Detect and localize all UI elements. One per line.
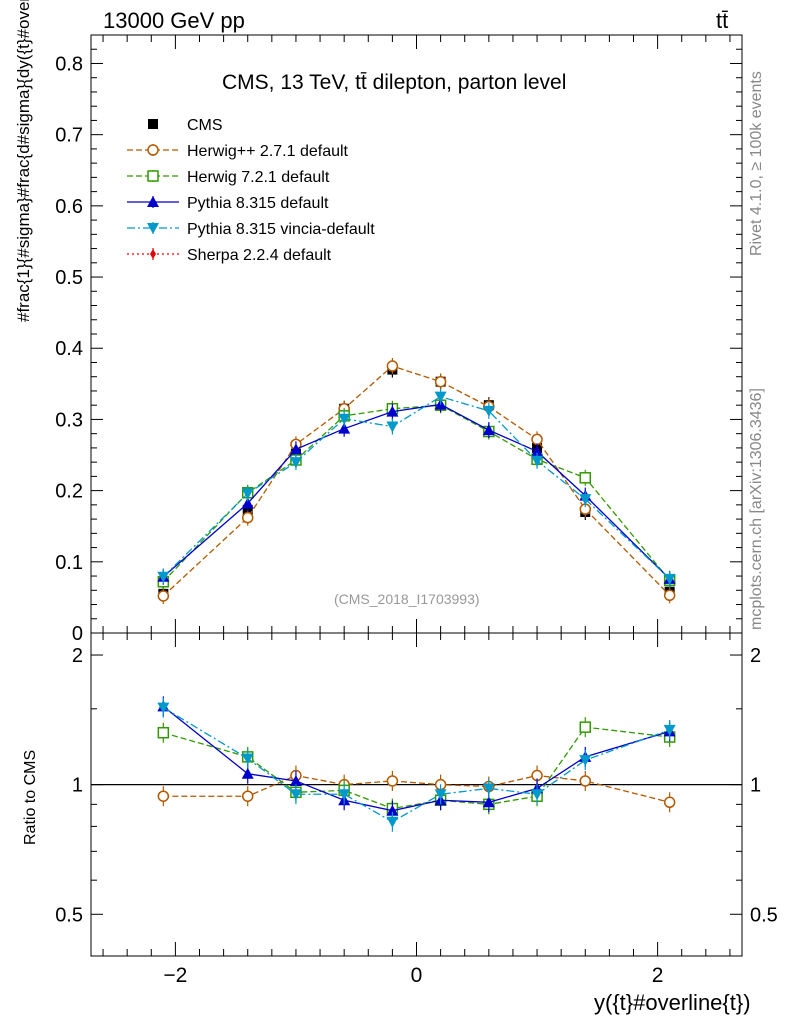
ratio-panel: 0.5 0.5 1 1 2 2 −2 0 2	[55, 632, 778, 987]
data-point-herwigpp	[663, 589, 676, 602]
ratio-line-vincia	[162, 707, 670, 823]
data-point-vincia	[663, 573, 676, 585]
ratio-point-pythia	[289, 774, 302, 786]
ratio-point-pythia	[386, 804, 399, 816]
legend-label-herwigpp: Herwig++ 2.7.1 default	[187, 143, 349, 160]
y-tick-label: 0.6	[55, 196, 83, 218]
ratio-line-pythia	[162, 705, 670, 812]
data-point-pythia	[386, 405, 399, 417]
legend-marker-pythia	[147, 196, 159, 207]
ratio-point-vincia	[531, 789, 544, 801]
legend: CMS Herwig++ 2.7.1 default Herwig 7.2.1 de…	[127, 117, 375, 264]
data-point-herwigpp	[157, 590, 170, 602]
data-point-pythia	[289, 443, 302, 455]
ratio-line-herwigpp	[163, 774, 670, 803]
data-point-pythia	[531, 445, 544, 457]
data-point-pythia	[482, 424, 495, 436]
ratio-point-pythia	[482, 796, 495, 808]
x-tick-label: 2	[652, 964, 664, 987]
data-point-herwigpp	[531, 433, 543, 446]
ratio-y-tick-label: 0.5	[55, 904, 83, 926]
data-point-vincia	[289, 457, 302, 469]
ratio-point-vincia	[157, 702, 170, 714]
y-tick-label: 0.8	[55, 53, 83, 75]
data-point-pythia	[241, 497, 254, 509]
data-point-vincia	[531, 455, 544, 467]
rivet-version-text: Rivet 4.1.0, ≥ 100k events	[748, 71, 765, 256]
data-point-herwigpp	[434, 375, 447, 388]
data-point-vincia	[241, 488, 254, 500]
x-tick-label: −2	[163, 964, 187, 987]
y-axis-label: #frac{1}{#sigma}#frac{d#sigma}{dy({t}#ov…	[14, 0, 33, 322]
series-line-herwigpp	[162, 365, 671, 597]
analysis-watermark: (CMS_2018_I1703993)	[334, 591, 480, 607]
ratio-point-herwig7	[157, 726, 170, 739]
data-point-herwigpp	[386, 360, 399, 372]
legend-label-vincia: Pythia 8.315 vincia-default	[187, 221, 375, 238]
ratio-point-vincia	[482, 783, 495, 795]
legend-marker-sherpa	[150, 249, 156, 259]
y-tick-label: 0.3	[55, 409, 83, 431]
main-panel: 0 0.1 0.2 0.3 0.4 0.5 0.6 0.7 0.8	[55, 34, 743, 645]
legend-label-pythia: Pythia 8.315 default	[187, 195, 329, 212]
ratio-point-herwigpp	[579, 775, 592, 787]
data-point-vincia	[386, 421, 399, 433]
series-line-herwig7	[162, 404, 671, 583]
data-point-pythia	[338, 422, 351, 434]
data-point-vincia	[579, 494, 592, 506]
ratio-y-tick-label: 1	[72, 775, 83, 797]
ratio-y-tick-label-right: 2	[750, 645, 761, 667]
legend-label-herwig7: Herwig 7.2.1 default	[187, 169, 330, 186]
ratio-point-vincia	[241, 753, 254, 765]
ratio-y-tick-label-right: 0.5	[750, 904, 778, 926]
ratio-point-vincia	[338, 789, 351, 801]
process-label: tt̄	[716, 8, 729, 33]
legend-marker-herwig7	[147, 170, 159, 182]
series-line-vincia	[162, 395, 671, 580]
y-tick-label: 0.2	[55, 481, 83, 503]
series-line-pythia	[162, 403, 671, 580]
legend-marker-herwigpp	[147, 144, 159, 156]
plot-title: CMS, 13 TeV, tt̄ dilepton, parton level	[222, 71, 567, 94]
ratio-point-vincia	[386, 816, 399, 828]
ratio-axis-label: Ratio to CMS	[22, 749, 39, 845]
legend-marker-vincia	[147, 223, 159, 234]
ratio-point-herwigpp	[157, 790, 170, 802]
ratio-point-herwigpp	[241, 790, 254, 802]
energy-label: 13000 GeV pp	[103, 8, 245, 33]
data-point-vincia	[338, 413, 351, 425]
ratio-point-vincia	[663, 724, 676, 736]
legend-label-sherpa: Sherpa 2.2.4 default	[187, 247, 332, 264]
y-tick-label: 0	[72, 623, 83, 645]
data-point-vincia	[157, 571, 170, 583]
mcplots-citation: mcplots.cern.ch [arXiv:1306.3436]	[748, 388, 765, 630]
ratio-point-herwigpp	[386, 775, 399, 787]
data-point-vincia	[482, 405, 495, 417]
ratio-point-vincia	[434, 789, 447, 801]
ratio-point-herwigpp	[663, 796, 676, 809]
legend-marker-data	[148, 119, 158, 129]
data-point-herwig7	[579, 472, 592, 484]
ratio-y-tick-label-right: 1	[750, 775, 761, 797]
y-tick-label: 0.4	[55, 338, 83, 360]
y-tick-label: 0.7	[55, 125, 83, 147]
ratio-frame	[90, 632, 743, 957]
x-axis-label: y({t}#overline{t})	[594, 990, 751, 1015]
data-point-vincia	[434, 391, 447, 403]
ratio-y-tick-label: 2	[72, 645, 83, 667]
y-tick-label: 0.5	[55, 267, 83, 289]
ratio-point-herwig7	[579, 721, 592, 733]
ratio-point-vincia	[579, 755, 592, 767]
ratio-line-herwig7	[163, 726, 670, 810]
data-point-herwigpp	[241, 511, 254, 524]
legend-label-data: CMS	[187, 117, 223, 134]
ratio-point-pythia	[241, 767, 254, 779]
ratio-point-vincia	[289, 789, 302, 801]
x-tick-label: 0	[411, 964, 423, 987]
y-tick-label: 0.1	[55, 552, 83, 574]
